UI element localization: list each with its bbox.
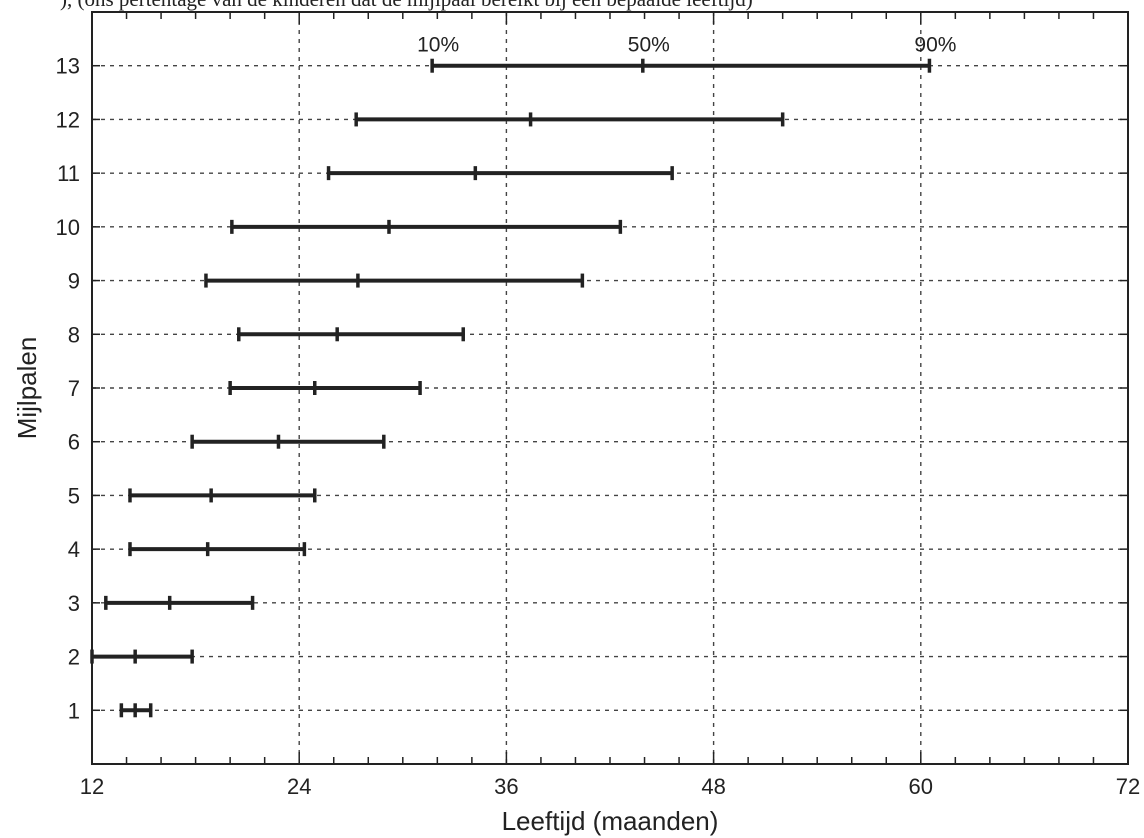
y-tick-label-4: 4 (68, 537, 80, 562)
y-tick-label-9: 9 (68, 269, 80, 294)
y-tick-label-8: 8 (68, 322, 80, 347)
y-tick-label-1: 1 (68, 698, 80, 723)
y-axis-title: Mijlpalen (12, 337, 42, 440)
y-tick-label-10: 10 (56, 215, 80, 240)
x-tick-label-72: 72 (1116, 774, 1140, 799)
percentile-label-p50: 50% (628, 34, 670, 57)
percentile-label-p90: 90% (914, 34, 956, 57)
ranges-layer (90, 58, 932, 718)
x-tick-label-24: 24 (287, 774, 311, 799)
y-tick-label-6: 6 (68, 430, 80, 455)
y-tick-label-2: 2 (68, 645, 80, 670)
x-tick-label-60: 60 (909, 774, 933, 799)
y-tick-label-5: 5 (68, 483, 80, 508)
x-axis-title: Leeftijd (maanden) (502, 806, 719, 836)
percentile-label-p10: 10% (417, 34, 459, 57)
y-tick-label-11: 11 (57, 161, 80, 186)
percentile-labels: 10% 50% 90% (417, 34, 956, 57)
x-tick-label-12: 12 (80, 774, 104, 799)
y-tick-label-12: 12 (56, 107, 80, 132)
x-tick-label-48: 48 (701, 774, 725, 799)
y-tick-label-7: 7 (68, 376, 80, 401)
top-caption: ), (ons pertentage van de kinderen dat d… (60, 0, 753, 11)
y-tick-label-13: 13 (56, 54, 80, 79)
y-tick-label-3: 3 (68, 591, 80, 616)
x-tick-label-36: 36 (494, 774, 518, 799)
